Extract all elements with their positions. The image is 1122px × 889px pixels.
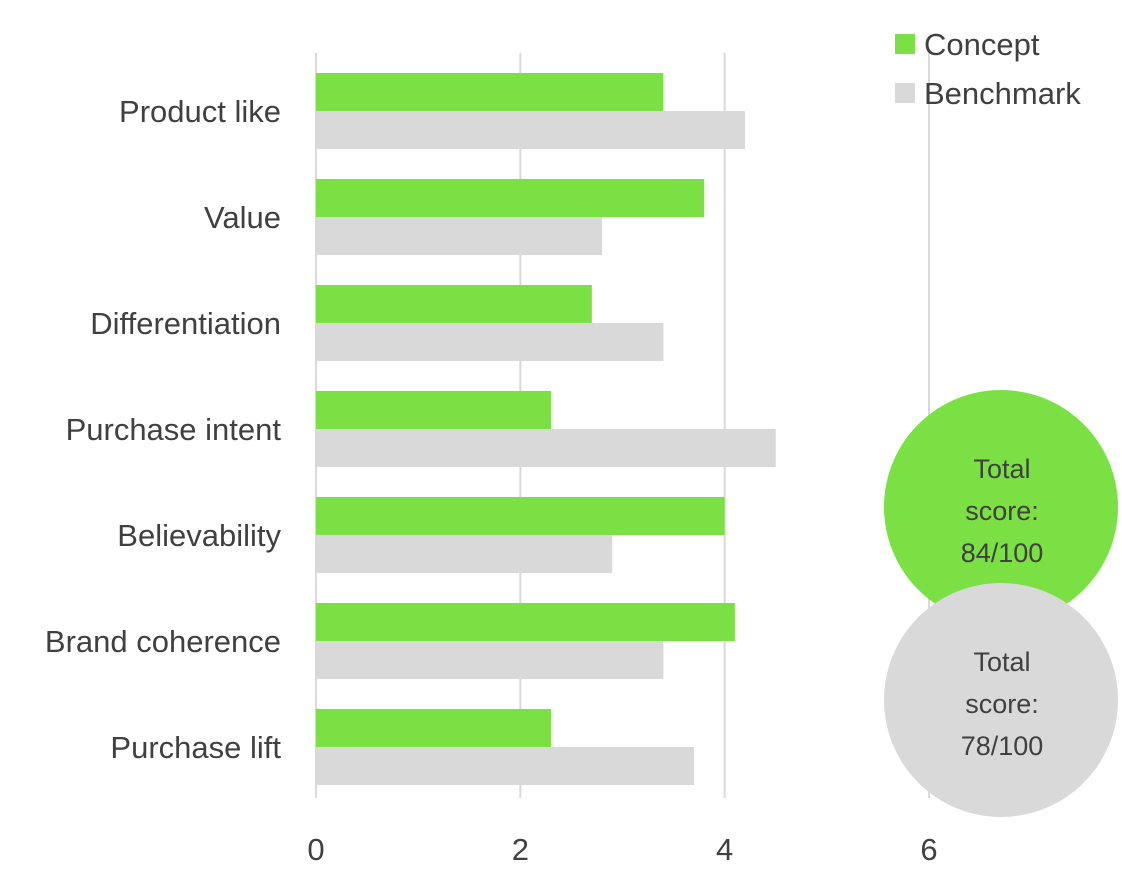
legend-label-concept: Concept	[924, 27, 1040, 62]
legend-swatch-benchmark	[895, 83, 915, 103]
total-score-text-benchmark-3: 78/100	[961, 731, 1044, 761]
bar-benchmark-differentiation	[316, 323, 664, 361]
total-score-bubbles: Total score: 84/100 Total score: 78/100	[884, 390, 1118, 817]
total-score-text-benchmark-1: Total	[973, 647, 1030, 677]
total-score-text-concept-2: score:	[965, 496, 1039, 526]
total-score-text-concept-3: 84/100	[961, 538, 1044, 568]
category-labels: Product like Value Differentiation Purchase…	[45, 94, 282, 765]
x-tick-label-2: 2	[512, 832, 529, 867]
total-score-text-concept-1: Total	[973, 454, 1030, 484]
bar-concept-believability	[316, 497, 725, 535]
bar-concept-brand-coherence	[316, 603, 735, 641]
category-label-value: Value	[204, 200, 281, 235]
bar-benchmark-purchase-lift	[316, 747, 695, 785]
category-label-differentiation: Differentiation	[90, 306, 281, 341]
bar-concept-purchase-intent	[316, 391, 551, 429]
bar-benchmark-brand-coherence	[316, 641, 664, 679]
total-score-bubble-benchmark	[884, 583, 1118, 817]
x-tick-label-6: 6	[920, 832, 937, 867]
bar-benchmark-product-like	[316, 111, 746, 149]
x-axis-tick-labels: 0 2 4 6	[307, 832, 937, 867]
legend: Concept Benchmark	[895, 27, 1081, 111]
total-score-bubble-concept	[884, 390, 1118, 624]
category-label-product-like: Product like	[119, 94, 281, 129]
legend-label-benchmark: Benchmark	[924, 76, 1081, 111]
bar-concept-purchase-lift	[316, 709, 551, 747]
total-score-text-benchmark-2: score:	[965, 689, 1039, 719]
x-tick-label-4: 4	[716, 832, 733, 867]
category-label-purchase-intent: Purchase intent	[66, 412, 282, 447]
category-label-brand-coherence: Brand coherence	[45, 624, 281, 659]
bars	[316, 73, 776, 785]
bar-concept-product-like	[316, 73, 664, 111]
category-label-purchase-lift: Purchase lift	[110, 730, 281, 765]
bar-benchmark-purchase-intent	[316, 429, 776, 467]
legend-swatch-concept	[895, 34, 915, 54]
bar-concept-differentiation	[316, 285, 592, 323]
bar-benchmark-value	[316, 217, 603, 255]
x-tick-label-0: 0	[307, 832, 324, 867]
category-label-believability: Believability	[117, 518, 281, 553]
bar-benchmark-believability	[316, 535, 613, 573]
bar-concept-value	[316, 179, 705, 217]
